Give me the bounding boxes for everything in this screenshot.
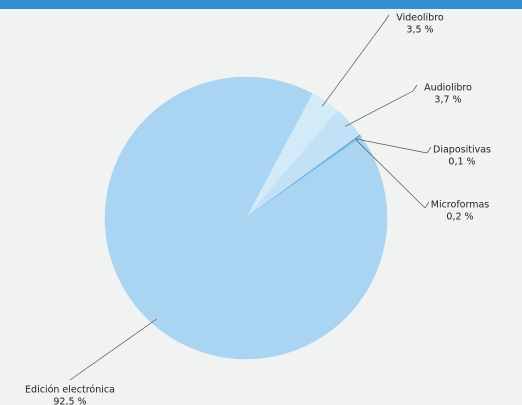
slice-value-label: 3,7 % — [434, 95, 461, 106]
leader-line — [321, 20, 386, 107]
header-band — [0, 0, 522, 9]
slice-value-label: 0,2 % — [446, 212, 473, 223]
slice-value-label: 0,1 % — [448, 157, 475, 168]
leader-line — [355, 139, 426, 209]
leader-line — [384, 14, 390, 22]
slice-label: Diapositivas — [433, 145, 491, 156]
slice-value-label: 3,5 % — [406, 25, 433, 36]
slice-label: Audiolibro — [424, 83, 472, 94]
slice-label: Edición electrónica — [25, 385, 115, 396]
leader-line — [424, 201, 430, 209]
leader-line — [355, 138, 428, 154]
slice-value-label: 92,5 % — [53, 397, 86, 405]
leader-line — [69, 318, 157, 381]
leader-line — [426, 146, 432, 154]
leader-line — [344, 90, 414, 127]
slice-label: Videolibro — [396, 13, 444, 24]
pie-slice — [104, 76, 388, 360]
leader-line — [412, 84, 418, 92]
slice-label: Microformas — [431, 200, 490, 211]
